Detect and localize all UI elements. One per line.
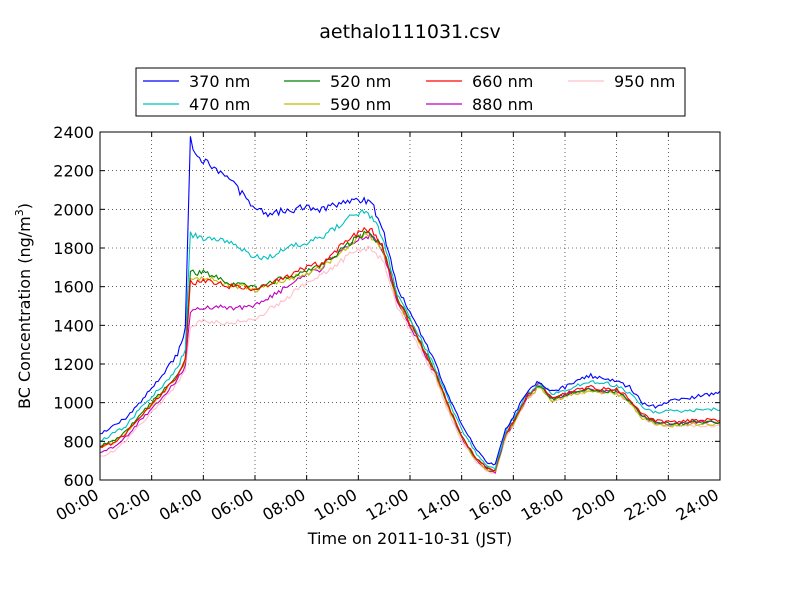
legend: 370 nm 470 nm 520 nm 590 nm 660 nm 880 nm 950 … <box>135 67 686 117</box>
legend-label: 660 nm <box>472 72 533 91</box>
legend-label: 370 nm <box>189 72 250 91</box>
series-line-370-nm <box>99 136 721 466</box>
y-tick-label: 2200 <box>53 162 94 181</box>
legend-label: 590 nm <box>330 95 391 114</box>
y-tick-label: 600 <box>63 471 94 490</box>
y-tick-label: 1800 <box>53 239 94 258</box>
y-axis-label: BC Concentration (ng/m3) <box>13 203 34 409</box>
series-line-470-nm <box>99 208 721 470</box>
y-tick-label: 1000 <box>53 394 94 413</box>
grid-lines <box>100 132 720 480</box>
x-axis-label: Time on 2011-10-31 (JST) <box>307 529 512 548</box>
y-tick-label: 2000 <box>53 200 94 219</box>
legend-label: 470 nm <box>189 95 250 114</box>
y-axis-label-end: ) <box>15 203 34 209</box>
y-tick-label: 1200 <box>53 355 94 374</box>
series-line-660-nm <box>99 226 721 472</box>
legend-box <box>135 67 686 117</box>
legend-label: 520 nm <box>330 72 391 91</box>
y-tick-labels: 600 800 1000 1200 1400 1600 1800 2000 2200 2400 <box>53 123 94 490</box>
series-lines <box>99 136 721 475</box>
y-tick-label: 800 <box>63 432 94 451</box>
y-axis-label-superscript: 3 <box>13 209 26 216</box>
y-tick-label: 1400 <box>53 316 94 335</box>
legend-label: 950 nm <box>614 72 675 91</box>
y-tick-label: 2400 <box>53 123 94 142</box>
series-line-950-nm <box>100 245 721 475</box>
chart-title: aethalo111031.csv <box>319 21 501 43</box>
y-tick-label: 1600 <box>53 278 94 297</box>
plot-area <box>100 132 720 480</box>
legend-label: 880 nm <box>472 95 533 114</box>
axis-ticks <box>99 131 721 481</box>
y-axis-label-main: BC Concentration (ng/m <box>15 216 34 409</box>
